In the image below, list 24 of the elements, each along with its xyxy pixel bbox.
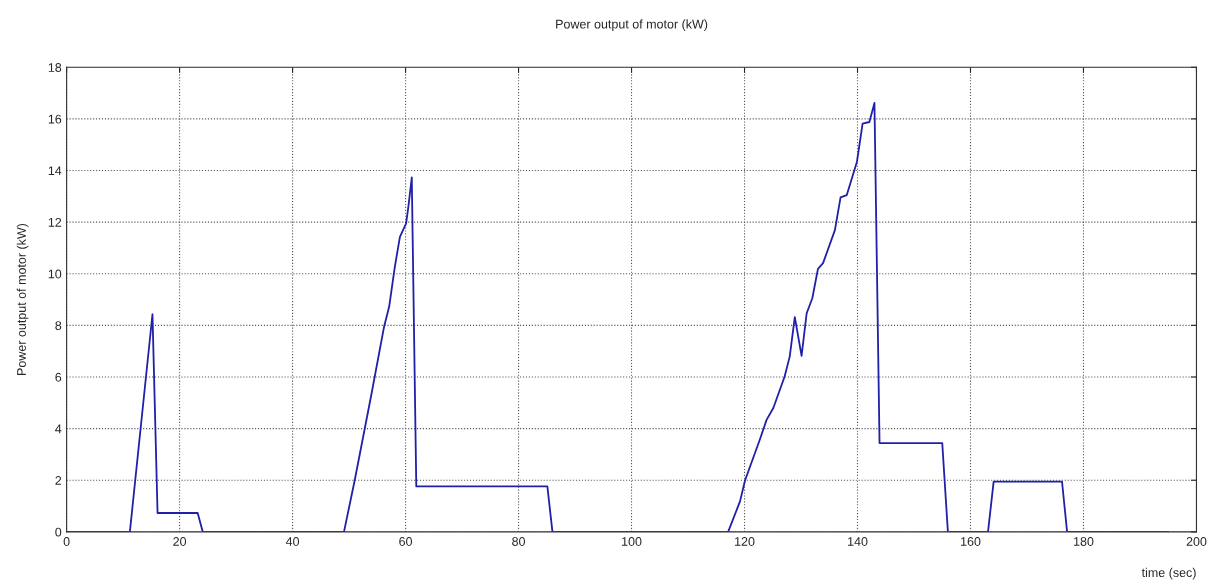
- y-tick-label: 16: [48, 114, 62, 124]
- y-tick-label: 10: [48, 269, 62, 279]
- x-tick-label: 0: [63, 537, 70, 546]
- y-tick-label: 2: [55, 476, 62, 485]
- x-tick-label: 80: [512, 537, 526, 546]
- y-tick-label: 8: [55, 321, 62, 331]
- x-tick-label: 200: [1186, 537, 1207, 546]
- x-tick-label: 160: [961, 537, 981, 546]
- x-tick-label: 40: [285, 537, 300, 546]
- x-tick-label: 60: [399, 537, 413, 546]
- y-axis-title: Power output of motor (kW): [16, 223, 29, 375]
- y-tick-label: 12: [48, 217, 62, 227]
- y-tick-label: 14: [48, 166, 62, 176]
- x-tick-label: 100: [622, 537, 642, 546]
- x-tick-label: 120: [735, 537, 755, 546]
- y-tick-label: 6: [55, 372, 62, 382]
- y-tick-label: 4: [55, 424, 62, 434]
- y-tick-label: 18: [48, 63, 62, 72]
- x-tick-label: 140: [848, 537, 868, 546]
- x-tick-label: 180: [1074, 537, 1094, 546]
- x-axis-title: time (sec): [1141, 567, 1196, 580]
- chart-title: Power output of motor (kW): [556, 19, 708, 31]
- x-tick-label: 20: [173, 537, 187, 546]
- y-tick-label: 0: [55, 527, 62, 537]
